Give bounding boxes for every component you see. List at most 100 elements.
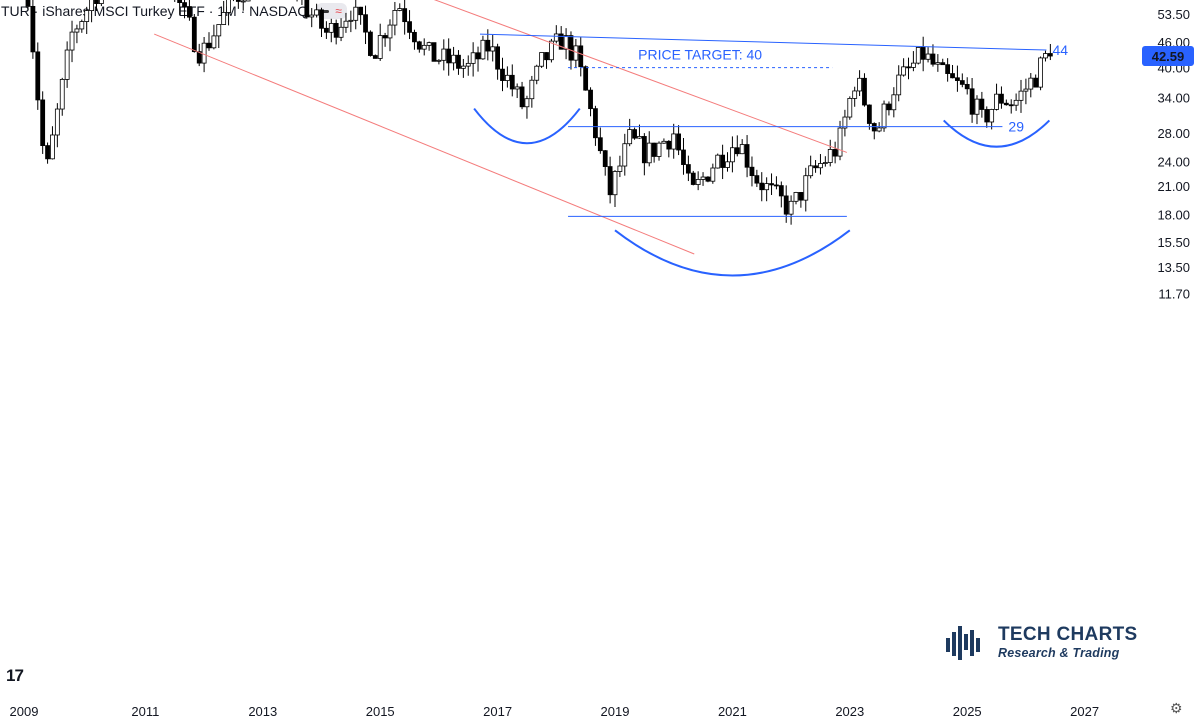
logo-title: TECH CHARTS [998,623,1138,645]
candle [788,200,794,215]
candle [553,33,559,42]
candles-group [25,0,1053,225]
candle [1008,104,1014,107]
candle [1028,77,1034,90]
candle [1013,99,1019,106]
candle [822,162,828,164]
candle [999,93,1004,104]
candle [226,0,231,13]
candle [529,79,535,100]
candle [607,166,613,196]
y-tick-label: 28.00 [1157,126,1190,141]
candle [504,74,510,81]
candle [40,99,46,146]
candle [416,41,422,50]
candle [177,0,183,3]
candle [465,62,471,67]
candle [201,42,207,64]
candle [480,39,486,60]
last-price-badge [1142,46,1194,67]
candle [862,77,867,106]
x-tick-label: 2019 [601,704,630,719]
candle [994,93,999,110]
x-tick-label: 2009 [10,704,39,719]
support-29-label: 29 [1008,119,1024,135]
candle [1003,102,1009,106]
candle [191,16,197,53]
header-icons[interactable]: ≈ [316,3,347,19]
candle [182,2,187,7]
candle [456,54,461,69]
candle [196,51,202,64]
candle [387,24,393,39]
candle [808,165,814,177]
candle [685,164,691,174]
minus-icon[interactable] [321,9,330,13]
trendlines-group [154,0,1051,277]
candle [666,140,672,150]
candle [641,136,647,164]
candle [886,103,892,111]
candle [774,184,779,187]
pattern-arc [943,119,1051,148]
candle [45,145,50,160]
y-tick-label: 11.70 [1158,286,1190,301]
x-tick-label: 2011 [131,704,159,719]
candle [495,46,501,70]
candle [74,28,80,33]
candle [969,88,975,115]
candle [578,45,584,68]
candle [338,26,344,38]
candle [441,48,447,61]
candle [720,154,726,168]
candle [783,195,789,215]
candle [646,142,652,164]
wave-icon[interactable]: ≈ [335,4,342,18]
candle [749,166,755,177]
y-tick-label: 53.50 [1157,7,1190,22]
x-tick-label: 2013 [248,704,277,719]
candle [617,165,623,172]
candle [627,129,633,145]
candle [35,51,41,101]
candle [377,35,383,59]
candle [187,6,192,18]
candle [637,136,642,139]
candle [509,74,515,90]
candle [524,98,530,108]
candle [984,109,990,123]
y-tick-label: 24.00 [1157,154,1190,169]
candle [744,144,750,168]
candle [64,49,70,80]
candle [94,0,99,4]
candle [695,179,701,185]
candle [30,5,36,53]
candle [519,86,525,108]
candle [925,53,931,60]
candle [451,54,456,64]
candle [866,104,872,124]
settings-icon[interactable]: ⚙ [1170,700,1183,716]
last-price-label: 42.59 [1152,49,1185,64]
candle [593,108,598,139]
candle [446,48,452,64]
candle [534,65,540,81]
y-tick-label: 13.50 [1157,260,1190,275]
candle [211,35,217,49]
x-axis: 2009 2011 2013 2015 2017 2019 2021 2023 2025 2027 [10,704,1100,719]
x-tick-label: 2025 [953,704,982,719]
resistance-line [479,33,1047,51]
candle [1047,53,1053,57]
candle [852,90,858,99]
candle [402,8,408,23]
candle [583,66,589,91]
candle [730,147,735,163]
candle [1038,57,1043,88]
candle [240,0,246,3]
candle [857,77,862,92]
y-tick-label: 34.00 [1157,90,1190,105]
candle [940,62,946,66]
candle [710,167,716,182]
candle [906,66,911,69]
